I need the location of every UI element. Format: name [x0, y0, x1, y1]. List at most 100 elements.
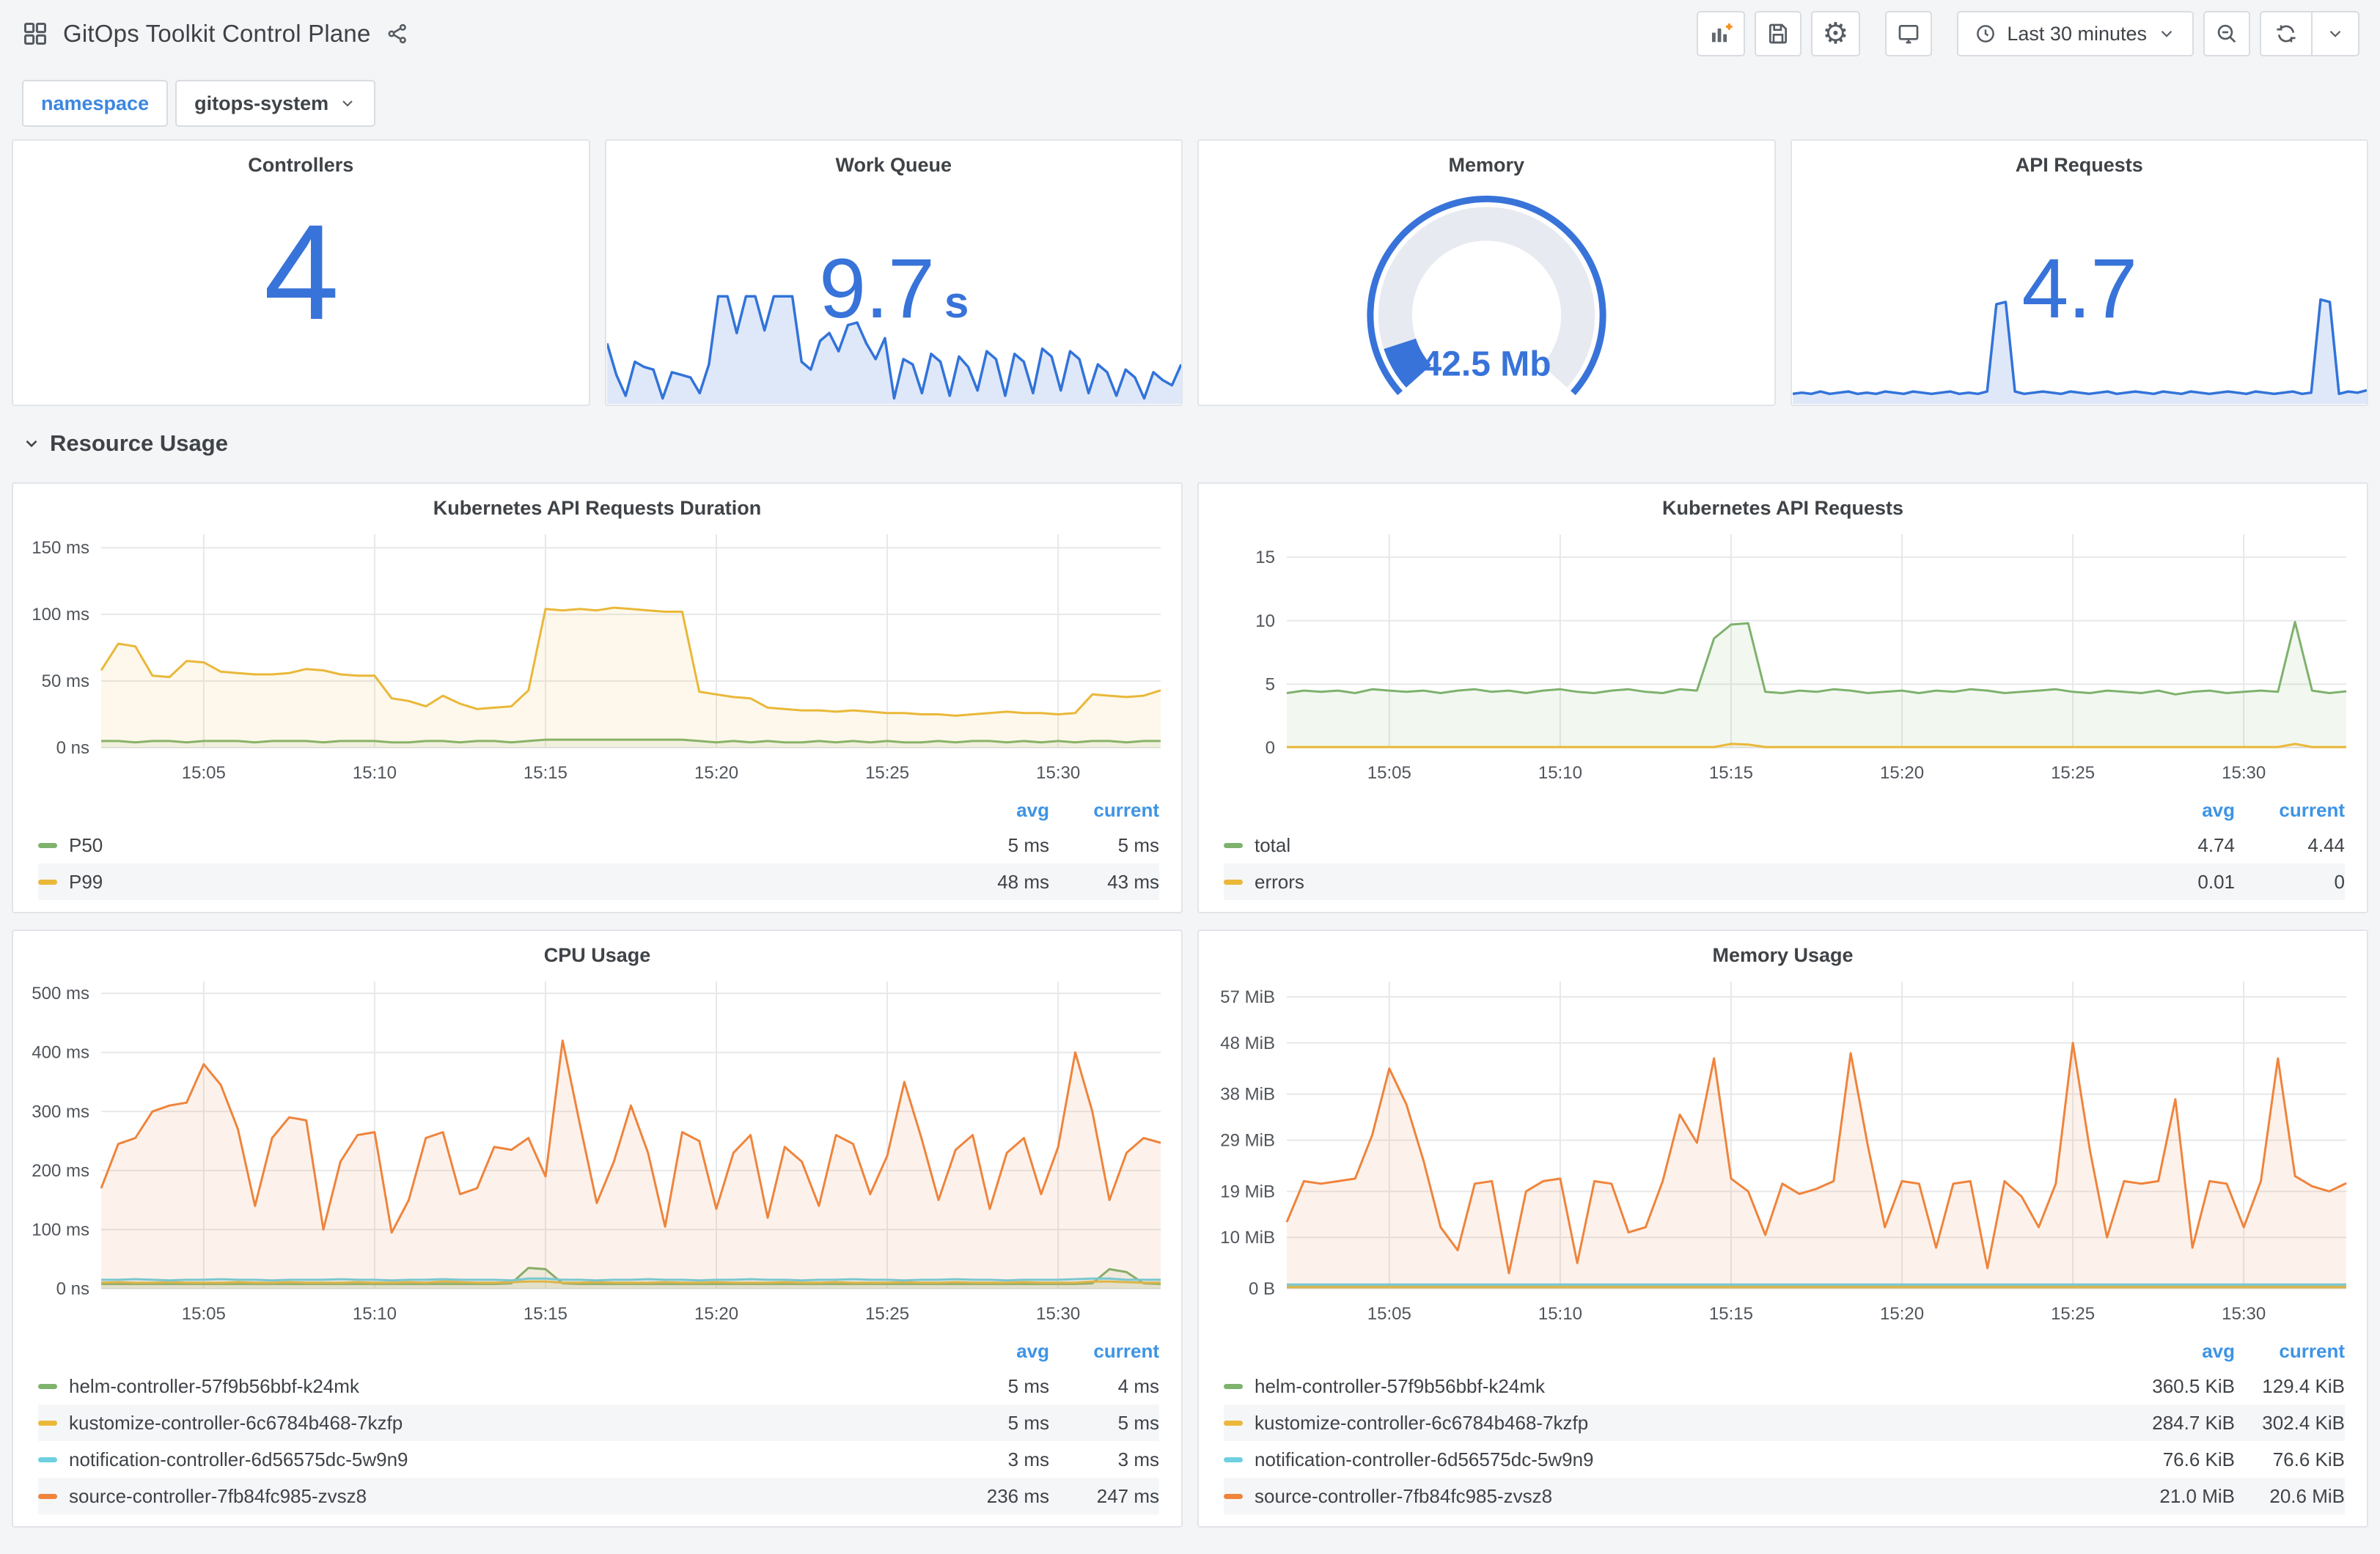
save-dashboard-icon: [1766, 22, 1790, 45]
svg-text:15:15: 15:15: [524, 763, 568, 783]
legend-row[interactable]: notification-controller-6d56575dc-5w9n9 3…: [38, 1441, 1159, 1478]
time-range-label: Last 30 minutes: [2007, 22, 2147, 45]
time-range-picker[interactable]: Last 30 minutes: [1957, 11, 2194, 56]
page-title: GitOps Toolkit Control Plane: [63, 20, 371, 47]
k8s-api-requests-duration-legend: avg current P50 5 ms 5 ms P99 48 ms 43 ms: [13, 790, 1181, 912]
k8s-api-requests-duration-chart[interactable]: 15:05 15:10 15:15 15:20 15:25 15:30 0 ns 50 ms 1…: [13, 524, 1181, 790]
panel-title[interactable]: Kubernetes API Requests Duration: [433, 497, 762, 519]
legend-row[interactable]: source-controller-7fb84fc985-zvsz8 21.0 M…: [1224, 1478, 2345, 1514]
svg-text:0: 0: [1266, 738, 1275, 758]
panel-title[interactable]: CPU Usage: [543, 944, 651, 966]
svg-text:15:20: 15:20: [1880, 1304, 1924, 1324]
clock-icon: [1975, 23, 1997, 45]
svg-text:15:30: 15:30: [1036, 1304, 1080, 1324]
svg-text:15:25: 15:25: [2051, 763, 2095, 783]
memory-usage-chart[interactable]: 15:05 15:10 15:15 15:20 15:25 15:30 0 B 10 MiB 1…: [1199, 971, 2367, 1331]
legend-row[interactable]: P99 48 ms 43 ms: [38, 863, 1159, 900]
k8s-api-requests-chart[interactable]: 15:05 15:10 15:15 15:20 15:25 15:30 0 5 10 15: [1199, 524, 2367, 790]
svg-text:42.5 Mb: 42.5 Mb: [1422, 345, 1551, 383]
svg-text:15:20: 15:20: [1880, 763, 1924, 783]
panel-k8s-api-requests: Kubernetes API Requests 15:05 15:10 15:15 1…: [1197, 482, 2368, 913]
panel-title[interactable]: Kubernetes API Requests: [1661, 497, 1904, 519]
section-title: Resource Usage: [50, 430, 228, 456]
svg-text:15:05: 15:05: [182, 1304, 226, 1324]
svg-text:200 ms: 200 ms: [32, 1161, 89, 1181]
svg-text:15:05: 15:05: [1367, 763, 1411, 783]
chevron-down-icon: [339, 95, 356, 112]
chevron-down-icon: [22, 434, 41, 453]
svg-text:15:20: 15:20: [694, 763, 738, 783]
svg-text:15: 15: [1255, 548, 1275, 567]
svg-text:15:15: 15:15: [1709, 1304, 1753, 1324]
svg-text:10: 10: [1255, 611, 1275, 631]
dashboard-settings-button[interactable]: ⚙: [1810, 11, 1861, 56]
svg-text:100 ms: 100 ms: [32, 605, 89, 625]
refresh-icon: [2274, 22, 2298, 45]
svg-text:15:05: 15:05: [1367, 1304, 1411, 1324]
legend-header: avg current: [1016, 1339, 1159, 1362]
variable-label-namespace: namespace: [22, 80, 169, 127]
panel-title[interactable]: Memory: [1448, 154, 1525, 176]
variable-value-label: gitops-system: [194, 92, 329, 114]
section-resource-usage[interactable]: Resource Usage: [12, 419, 2368, 468]
legend-row[interactable]: helm-controller-57f9b56bbf-k24mk 5 ms 4 ms: [38, 1368, 1159, 1404]
refresh-interval-button[interactable]: [2311, 12, 2358, 55]
refresh-button-group: [2260, 11, 2359, 56]
svg-text:15:05: 15:05: [182, 763, 226, 783]
variables-row: namespace gitops-system: [12, 67, 2368, 139]
panel-memory-gauge: Memory 42.5 Mb: [1197, 139, 1776, 406]
panel-title[interactable]: Work Queue: [835, 154, 952, 176]
controllers-value: 4: [263, 197, 339, 348]
legend-row[interactable]: P50 5 ms 5 ms: [38, 827, 1159, 863]
svg-text:15:15: 15:15: [524, 1304, 568, 1324]
save-dashboard-button[interactable]: [1754, 11, 1801, 56]
stats-row: Controllers 4 Work Queue 9.7 s Memory 42.…: [12, 139, 2368, 406]
legend-row[interactable]: helm-controller-57f9b56bbf-k24mk 360.5 Ki…: [1224, 1368, 2345, 1404]
panel-k8s-api-requests-duration: Kubernetes API Requests Duration 15:05 15…: [12, 482, 1183, 913]
zoom-out-button[interactable]: [2203, 11, 2250, 56]
svg-text:15:10: 15:10: [353, 1304, 397, 1324]
api-requests-sparkline: [1792, 288, 2367, 404]
charts-row-2: CPU Usage 15:05 15:10 15:15 15:20 15:25 15:30…: [12, 929, 2368, 1528]
svg-text:500 ms: 500 ms: [32, 984, 89, 1004]
svg-text:15:30: 15:30: [1036, 763, 1080, 783]
settings-gear-icon: ⚙: [1822, 18, 1849, 50]
svg-text:38 MiB: 38 MiB: [1220, 1085, 1275, 1105]
tv-mode-button[interactable]: [1885, 11, 1933, 56]
charts-row-1: Kubernetes API Requests Duration 15:05 15…: [12, 482, 2368, 913]
work-queue-unit: s: [944, 277, 969, 327]
svg-text:10 MiB: 10 MiB: [1220, 1228, 1275, 1248]
panel-title[interactable]: Controllers: [248, 154, 354, 176]
legend-row[interactable]: kustomize-controller-6c6784b468-7kzfp 284…: [1224, 1404, 2345, 1441]
variable-value-dropdown[interactable]: gitops-system: [175, 80, 376, 127]
share-icon[interactable]: [386, 22, 409, 45]
legend-row[interactable]: total 4.74 4.44: [1224, 827, 2345, 863]
cpu-usage-chart[interactable]: 15:05 15:10 15:15 15:20 15:25 15:30 0 ns 100 ms…: [13, 971, 1181, 1331]
add-panel-button[interactable]: [1696, 11, 1745, 56]
panel-title[interactable]: Memory Usage: [1712, 944, 1854, 966]
svg-text:15:10: 15:10: [353, 763, 397, 783]
svg-text:100 ms: 100 ms: [32, 1220, 89, 1240]
legend-header: avg current: [1016, 798, 1159, 821]
svg-text:15:25: 15:25: [865, 763, 909, 783]
dashboard-grid-icon[interactable]: [22, 21, 48, 47]
svg-text:15:25: 15:25: [865, 1304, 909, 1324]
work-queue-value: 9.7 s: [819, 241, 969, 336]
svg-text:50 ms: 50 ms: [42, 671, 89, 691]
svg-text:57 MiB: 57 MiB: [1220, 987, 1275, 1007]
memory-gauge: 42.5 Mb: [1199, 181, 1774, 405]
refresh-button[interactable]: [2261, 12, 2311, 55]
legend-header: avg current: [2202, 1339, 2345, 1362]
panel-controllers: Controllers 4: [12, 139, 590, 406]
toolbar: ⚙ Last 30 minutes: [1687, 11, 2359, 56]
legend-row[interactable]: kustomize-controller-6c6784b468-7kzfp 5 m…: [38, 1404, 1159, 1441]
legend-row[interactable]: source-controller-7fb84fc985-zvsz8 236 ms…: [38, 1478, 1159, 1514]
legend-header: avg current: [2202, 798, 2345, 821]
panel-title[interactable]: API Requests: [2015, 154, 2143, 176]
memory-usage-legend: avg current helm-controller-57f9b56bbf-k24…: [1199, 1331, 2367, 1526]
legend-row[interactable]: notification-controller-6d56575dc-5w9n9 7…: [1224, 1441, 2345, 1478]
svg-text:29 MiB: 29 MiB: [1220, 1130, 1275, 1150]
svg-text:15:15: 15:15: [1709, 763, 1753, 783]
legend-row[interactable]: errors 0.01 0: [1224, 863, 2345, 900]
